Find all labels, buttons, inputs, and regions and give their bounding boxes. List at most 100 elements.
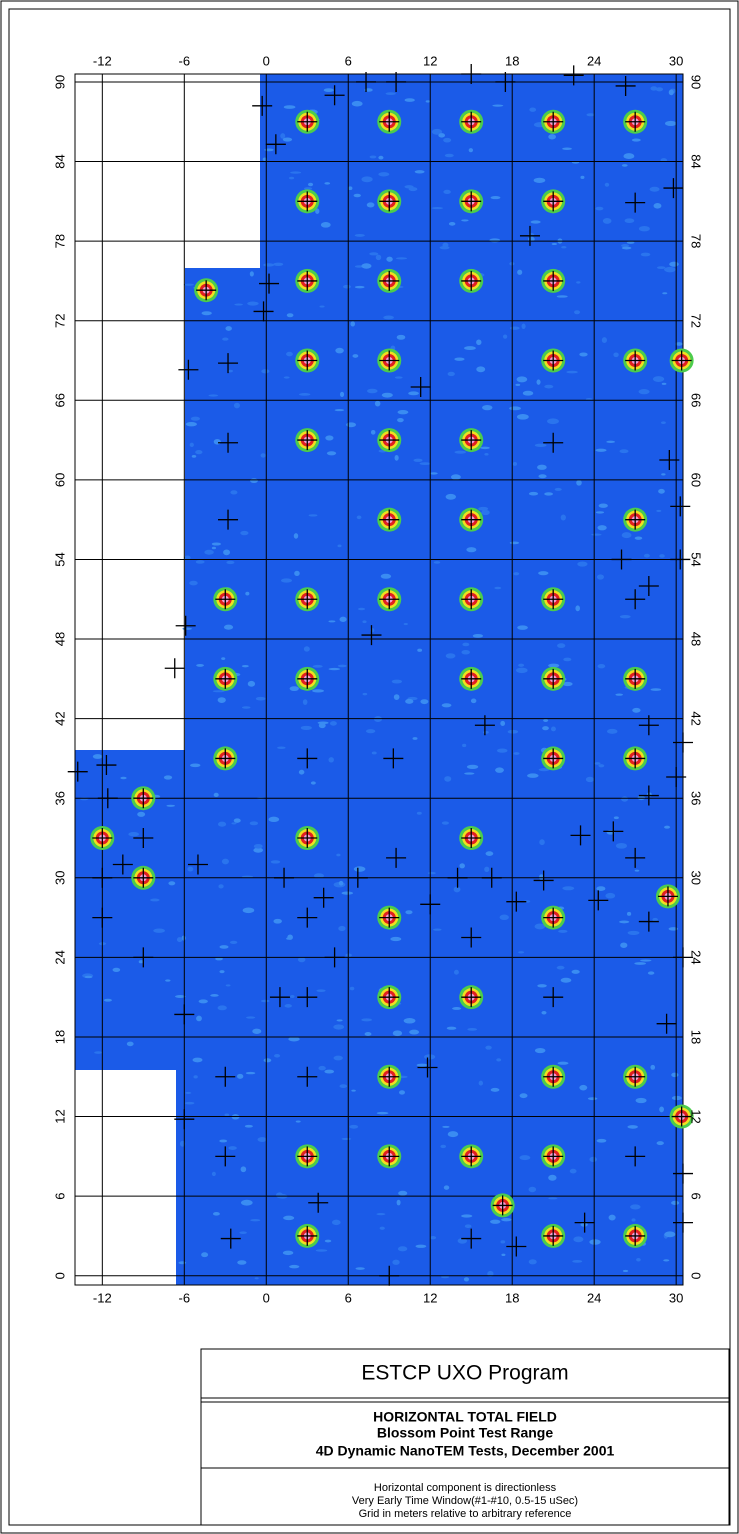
speckle: [652, 917, 658, 922]
speckle: [289, 686, 299, 692]
y-tick-label: 18: [689, 1030, 704, 1044]
anomaly: [541, 1144, 566, 1169]
speckle: [328, 757, 334, 763]
speckle: [361, 263, 372, 269]
target-cross: [417, 1057, 438, 1078]
speckle: [221, 657, 226, 660]
speckle: [579, 352, 588, 357]
target-cross: [297, 1066, 318, 1087]
anomaly: [541, 746, 566, 771]
speckle: [594, 762, 601, 765]
speckle: [447, 1131, 459, 1138]
anomaly: [541, 1223, 566, 1248]
target-cross: [174, 1004, 195, 1025]
speckle: [370, 429, 376, 435]
speckle: [150, 898, 160, 902]
anomaly-cross: [543, 350, 564, 371]
speckle: [361, 1018, 373, 1022]
speckle: [664, 825, 671, 829]
speckle: [517, 269, 523, 275]
speckle: [453, 886, 461, 893]
speckle: [227, 369, 234, 373]
speckle: [338, 925, 346, 932]
target-cross: [112, 854, 133, 875]
speckle: [176, 937, 183, 943]
speckle: [597, 525, 607, 531]
speckle: [538, 474, 547, 479]
speckle: [543, 718, 549, 723]
speckle: [415, 1244, 427, 1248]
speckle: [544, 384, 554, 389]
speckle: [484, 866, 490, 873]
speckle: [233, 402, 240, 409]
speckle: [264, 148, 274, 152]
anomaly: [459, 109, 484, 134]
speckle: [103, 998, 112, 1002]
target-cross: [178, 359, 199, 380]
speckle: [640, 252, 651, 257]
speckle: [165, 979, 171, 982]
anomaly: [541, 268, 566, 293]
speckle: [308, 514, 318, 517]
speckle: [632, 707, 641, 713]
y-tick-label: 0: [689, 1272, 704, 1279]
survey-coverage: [75, 74, 683, 1285]
speckle: [283, 1215, 295, 1221]
speckle: [501, 1253, 506, 1257]
speckle: [153, 928, 165, 933]
target-cross: [625, 589, 646, 610]
speckle: [464, 346, 476, 351]
anomaly-cross: [297, 589, 318, 610]
speckle: [231, 822, 237, 825]
speckle: [533, 177, 546, 183]
speckle: [450, 474, 461, 480]
anomaly: [377, 1064, 402, 1089]
speckle: [653, 203, 662, 209]
speckle: [328, 620, 336, 623]
speckle: [351, 1089, 356, 1092]
speckle: [137, 811, 146, 817]
speckle: [374, 400, 381, 407]
speckle: [316, 989, 326, 992]
anomaly-cross: [625, 748, 646, 769]
y-tick-label: 78: [52, 234, 67, 248]
anomaly-cross: [379, 270, 400, 291]
speckle: [636, 1257, 641, 1262]
speckle: [620, 942, 628, 948]
speckle: [201, 1252, 209, 1258]
speckle: [323, 88, 334, 93]
speckle: [576, 479, 582, 486]
x-tick-label: 30: [669, 1290, 683, 1305]
anomaly-cross: [297, 350, 318, 371]
speckle: [671, 1095, 682, 1101]
speckle: [515, 383, 521, 386]
speckle: [484, 452, 489, 456]
anomaly-cross: [625, 509, 646, 530]
speckle: [574, 310, 581, 315]
speckle: [196, 663, 204, 667]
speckle: [273, 262, 284, 267]
target-cross: [563, 65, 584, 86]
speckle: [595, 206, 604, 211]
target-cross: [495, 71, 516, 92]
anomaly-cross: [543, 907, 564, 928]
x-tick-label: 24: [587, 53, 601, 68]
speckle: [385, 92, 396, 96]
speckle: [263, 1058, 272, 1063]
speckle: [656, 1141, 664, 1146]
speckle: [538, 571, 549, 576]
speckle: [226, 560, 235, 565]
speckle: [245, 591, 250, 596]
y-tick-label: 30: [52, 871, 67, 885]
speckle: [350, 321, 356, 327]
speckle: [606, 728, 618, 734]
speckle: [398, 1190, 408, 1196]
speckle: [294, 570, 300, 576]
x-tick-label: 18: [505, 1290, 519, 1305]
target-cross: [447, 867, 468, 888]
marks: [67, 64, 694, 1286]
speckle: [419, 462, 431, 466]
speckle: [228, 1146, 237, 1150]
target-cross: [615, 75, 636, 96]
x-tick-label: 0: [263, 1290, 270, 1305]
